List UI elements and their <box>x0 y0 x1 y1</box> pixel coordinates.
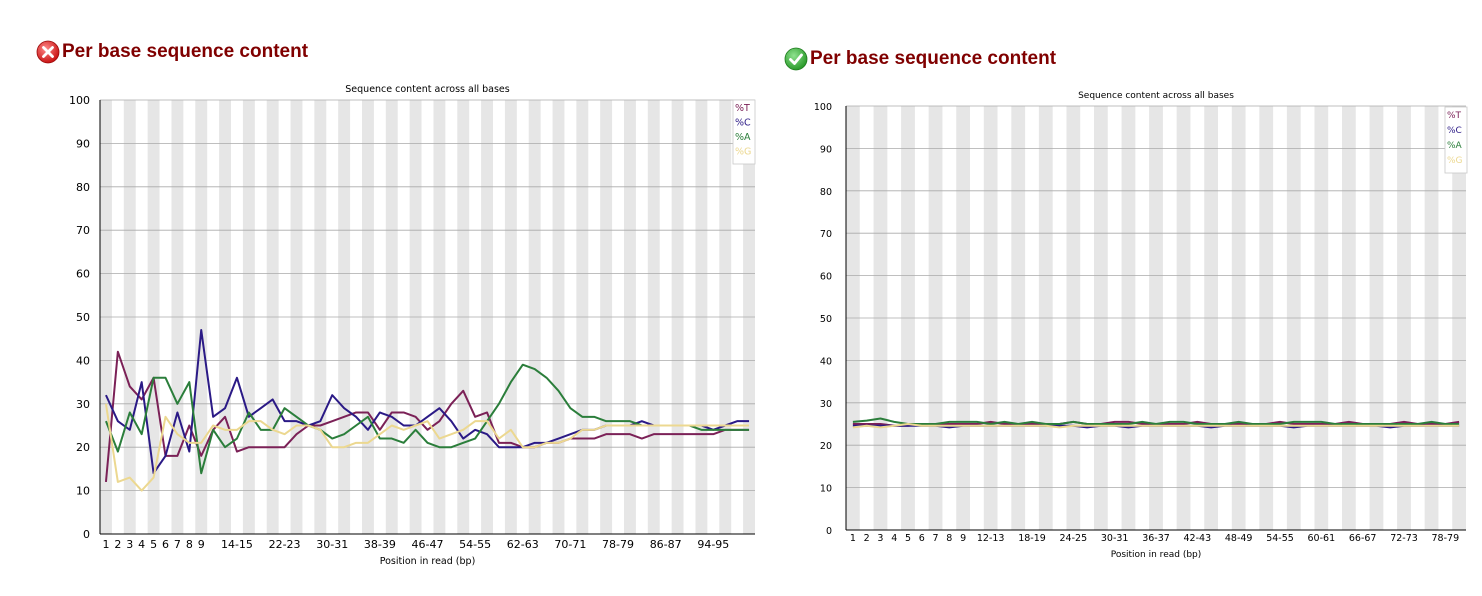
y-tick-label: 70 <box>76 224 90 237</box>
y-tick-label: 30 <box>820 399 832 410</box>
x-tick-label: 66-67 <box>1349 533 1377 544</box>
x-tick-label: 6 <box>162 538 169 551</box>
y-tick-label: 70 <box>820 229 832 240</box>
panel-heading-text: Per base sequence content <box>62 41 309 62</box>
x-tick-label: 5 <box>150 538 157 551</box>
x-tick-label: 1 <box>102 538 109 551</box>
y-tick-label: 10 <box>76 485 90 498</box>
legend-entry: %C <box>1447 126 1462 136</box>
legend-box <box>1444 106 1468 174</box>
y-tick-label: 60 <box>820 272 832 283</box>
x-tick-label: 14-15 <box>221 538 253 551</box>
x-tick-label: 54-55 <box>459 538 491 551</box>
y-tick-label: 50 <box>76 311 90 324</box>
legend-entry: %G <box>1447 156 1463 166</box>
x-tick-label: 70-71 <box>554 538 586 551</box>
x-tick-label: 2 <box>864 533 870 544</box>
panel-heading-text: Per base sequence content <box>810 48 1057 69</box>
x-tick-label: 8 <box>946 533 952 544</box>
x-tick-label: 12-13 <box>977 533 1005 544</box>
y-tick-label: 90 <box>76 137 90 150</box>
legend-entry: %A <box>735 132 751 143</box>
x-tick-label: 18-19 <box>1018 533 1046 544</box>
x-tick-label: 30-31 <box>1101 533 1129 544</box>
x-tick-label: 30-31 <box>316 538 348 551</box>
x-tick-label: 78-79 <box>1432 533 1460 544</box>
y-tick-label: 100 <box>69 94 90 107</box>
legend-entry: %T <box>1447 111 1462 121</box>
x-tick-label: 3 <box>126 538 133 551</box>
x-tick-label: 9 <box>960 533 966 544</box>
series-line-g <box>104 403 750 492</box>
x-tick-label: 94-95 <box>697 538 729 551</box>
y-tick-label: 20 <box>76 441 90 454</box>
y-tick-label: 80 <box>820 187 832 198</box>
y-tick-label: 40 <box>820 356 832 367</box>
y-tick-label: 90 <box>820 144 832 155</box>
x-tick-label: 7 <box>933 533 939 544</box>
y-tick-label: 60 <box>76 268 90 281</box>
series-line-c <box>105 329 750 475</box>
x-tick-label: 72-73 <box>1390 533 1418 544</box>
x-tick-label: 62-63 <box>507 538 539 551</box>
legend-entry: %T <box>735 103 750 114</box>
x-tick-label: 3 <box>877 533 883 544</box>
y-tick-label: 100 <box>814 102 832 113</box>
x-tick-label: 42-43 <box>1184 533 1212 544</box>
x-tick-label: 36-37 <box>1142 533 1170 544</box>
panel-heading-pass: Per base sequence content <box>784 47 1056 71</box>
x-tick-label: 24-25 <box>1060 533 1088 544</box>
y-tick-label: 80 <box>76 181 90 194</box>
y-tick-label: 10 <box>820 484 832 495</box>
x-tick-label: 22-23 <box>269 538 301 551</box>
x-tick-label: 78-79 <box>602 538 634 551</box>
legend-entry: %C <box>735 118 751 129</box>
x-tick-label: 38-39 <box>364 538 396 551</box>
y-tick-label: 20 <box>820 441 832 452</box>
series-line-g <box>852 423 1460 429</box>
chart-title: Sequence content across all bases <box>1078 91 1234 101</box>
x-tick-label: 1 <box>850 533 856 544</box>
x-tick-label: 4 <box>138 538 145 551</box>
x-axis-label: Position in read (bp) <box>1111 550 1202 560</box>
x-tick-label: 6 <box>919 533 925 544</box>
series-line-a <box>852 417 1460 425</box>
x-tick-label: 54-55 <box>1266 533 1294 544</box>
x-tick-label: 9 <box>198 538 205 551</box>
check-mark-icon <box>784 47 808 71</box>
x-tick-label: 7 <box>174 538 181 551</box>
y-tick-label: 0 <box>826 526 832 537</box>
x-axis-label: Position in read (bp) <box>380 556 476 567</box>
x-tick-label: 8 <box>186 538 193 551</box>
x-tick-label: 60-61 <box>1308 533 1336 544</box>
x-tick-label: 86-87 <box>650 538 682 551</box>
x-tick-label: 4 <box>891 533 897 544</box>
y-tick-label: 0 <box>83 528 90 541</box>
x-tick-label: 5 <box>905 533 911 544</box>
x-tick-label: 2 <box>114 538 121 551</box>
x-tick-label: 46-47 <box>412 538 444 551</box>
legend-box <box>732 99 756 165</box>
error-x-icon <box>36 40 60 64</box>
y-tick-label: 40 <box>76 354 90 367</box>
panel-heading-fail: Per base sequence content <box>36 40 308 64</box>
legend-entry: %G <box>735 147 751 158</box>
chart-title: Sequence content across all bases <box>345 84 510 95</box>
y-tick-label: 50 <box>820 314 832 325</box>
x-tick-label: 48-49 <box>1225 533 1253 544</box>
y-tick-label: 30 <box>76 398 90 411</box>
legend-entry: %A <box>1447 141 1463 151</box>
